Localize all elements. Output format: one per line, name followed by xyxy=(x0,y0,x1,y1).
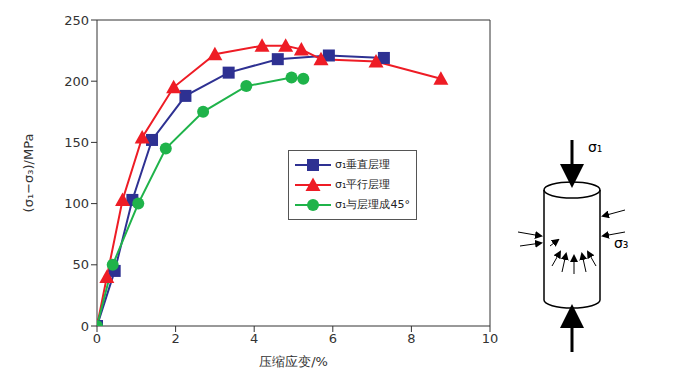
svg-text:8: 8 xyxy=(407,331,415,346)
svg-text:4: 4 xyxy=(250,331,258,346)
svg-text:2: 2 xyxy=(171,331,179,346)
html-text:σ₁垂直层理: σ₁垂直层理 xyxy=(335,158,391,171)
svg-text:200: 200 xyxy=(64,74,89,89)
svg-text:压缩应变/%: 压缩应变/% xyxy=(259,354,328,369)
html-text:σ₁平行层理: σ₁平行层理 xyxy=(335,178,391,191)
svg-text:250: 250 xyxy=(64,13,89,28)
svg-text:100: 100 xyxy=(64,196,89,211)
svg-text:0: 0 xyxy=(93,331,101,346)
svg-text:(σ₁−σ₃)/MPa: (σ₁−σ₃)/MPa xyxy=(21,134,36,213)
svg-text:σ₃: σ₃ xyxy=(614,235,629,251)
svg-text:6: 6 xyxy=(329,331,337,346)
svg-text:50: 50 xyxy=(72,257,89,272)
svg-text:0: 0 xyxy=(81,319,89,334)
svg-text:150: 150 xyxy=(64,135,89,150)
svg-text:10: 10 xyxy=(482,331,499,346)
svg-text:σ₁: σ₁ xyxy=(588,139,603,155)
html-text:σ₁与层理成45°: σ₁与层理成45° xyxy=(335,198,410,211)
